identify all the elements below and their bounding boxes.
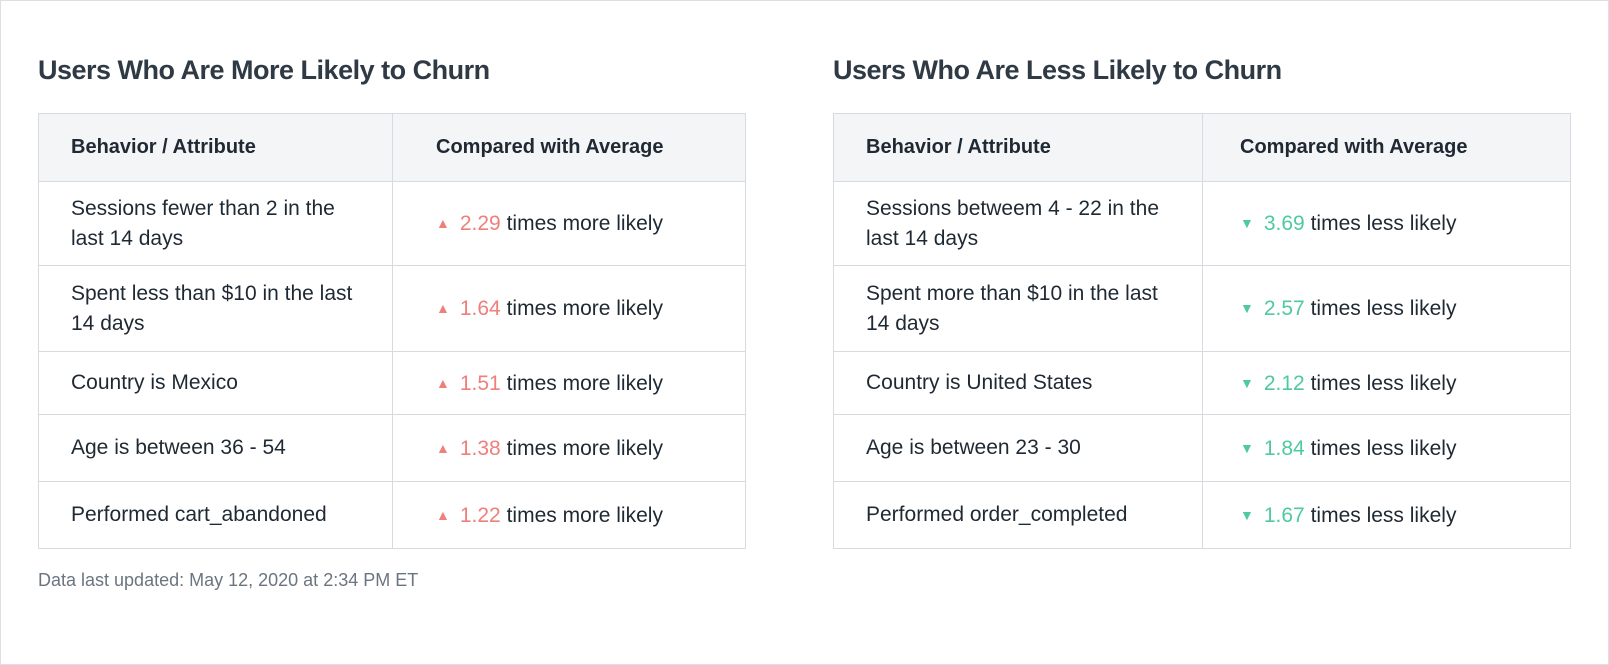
triangle-up-icon: ▲ [436,439,450,456]
triangle-up-icon: ▲ [436,215,450,231]
attribute-cell: Sessions fewer than 2 in the last 14 day… [38,181,393,266]
attribute-cell: Country is United States [833,351,1203,415]
attribute-cell: Age is between 23 - 30 [833,414,1203,482]
ratio-suffix: times more likely [506,436,663,460]
ratio-suffix: times less likely [1310,212,1457,235]
comparison-cell: ▲ 2.29 times more likely [392,181,746,266]
last-updated-note: Data last updated: May 12, 2020 at 2:34 … [38,570,419,590]
less-likely-title: Users Who Are Less Likely to Churn [833,55,1282,85]
table-header-row: Behavior / Attribute Compared with Avera… [833,113,1571,182]
ratio-suffix: times more likely [506,212,663,235]
table-row: Age is between 23 - 30 ▼ 1.84 times less … [833,414,1571,482]
ratio-suffix: times less likely [1310,503,1457,527]
comparison-cell: ▲ 1.22 times more likely [392,481,746,549]
ratio-value: 1.84 [1263,436,1305,460]
comparison-cell: ▲ 1.38 times more likely [392,414,746,482]
attribute-cell: Performed order_completed [833,481,1203,549]
triangle-down-icon: ▼ [1240,300,1254,316]
attribute-cell: Spent less than $10 in the last 14 days [38,265,393,352]
column-header-attribute: Behavior / Attribute [38,113,393,182]
less-likely-panel: Users Who Are Less Likely to Churn Behav… [833,53,1571,549]
triangle-down-icon: ▼ [1240,506,1254,523]
ratio-value: 1.38 [459,436,501,460]
triangle-up-icon: ▲ [436,300,450,316]
column-header-compared: Compared with Average [1202,113,1571,182]
column-header-compared: Compared with Average [392,113,746,182]
table-row: Performed cart_abandoned ▲ 1.22 times mor… [38,481,746,549]
column-header-attribute: Behavior / Attribute [833,113,1203,182]
ratio-suffix: times less likely [1310,297,1457,320]
attribute-cell: Sessions betweem 4 - 22 in the last 14 d… [833,181,1203,266]
triangle-up-icon: ▲ [436,506,450,523]
attribute-cell: Country is Mexico [38,351,393,415]
table-row: Country is Mexico ▲ 1.51 times more likel… [38,351,746,415]
ratio-value: 2.57 [1263,297,1305,320]
table-row: Spent more than $10 in the last 14 days … [833,265,1571,352]
comparison-cell: ▼ 2.12 times less likely [1202,351,1571,415]
comparison-cell: ▼ 3.69 times less likely [1202,181,1571,266]
ratio-value: 1.64 [459,297,501,320]
table-row: Sessions fewer than 2 in the last 14 day… [38,181,746,266]
triangle-up-icon: ▲ [436,374,450,391]
table-row: Sessions betweem 4 - 22 in the last 14 d… [833,181,1571,266]
attribute-cell: Spent more than $10 in the last 14 days [833,265,1203,352]
ratio-value: 1.51 [459,371,501,395]
comparison-cell: ▲ 1.51 times more likely [392,351,746,415]
triangle-down-icon: ▼ [1240,374,1254,391]
triangle-down-icon: ▼ [1240,215,1254,231]
ratio-value: 1.67 [1263,503,1305,527]
table-header-row: Behavior / Attribute Compared with Avera… [38,113,746,182]
comparison-cell: ▼ 2.57 times less likely [1202,265,1571,352]
less-likely-table: Behavior / Attribute Compared with Avera… [833,113,1571,549]
ratio-value: 2.29 [459,212,501,235]
table-row: Age is between 36 - 54 ▲ 1.38 times more … [38,414,746,482]
ratio-value: 3.69 [1263,212,1305,235]
table-row: Performed order_completed ▼ 1.67 times le… [833,481,1571,549]
comparison-cell: ▲ 1.64 times more likely [392,265,746,352]
comparison-cell: ▼ 1.67 times less likely [1202,481,1571,549]
ratio-value: 1.22 [459,503,501,527]
ratio-value: 2.12 [1263,371,1305,395]
ratio-suffix: times less likely [1310,436,1457,460]
ratio-suffix: times more likely [506,297,663,320]
attribute-cell: Performed cart_abandoned [38,481,393,549]
ratio-suffix: times less likely [1310,371,1457,395]
ratio-suffix: times more likely [506,371,663,395]
more-likely-table: Behavior / Attribute Compared with Avera… [38,113,746,549]
ratio-suffix: times more likely [506,503,663,527]
comparison-cell: ▼ 1.84 times less likely [1202,414,1571,482]
table-row: Spent less than $10 in the last 14 days … [38,265,746,352]
attribute-cell: Age is between 36 - 54 [38,414,393,482]
table-row: Country is United States ▼ 2.12 times les… [833,351,1571,415]
more-likely-title: Users Who Are More Likely to Churn [38,55,490,85]
more-likely-panel: Users Who Are More Likely to Churn Behav… [38,53,746,549]
triangle-down-icon: ▼ [1240,439,1254,456]
